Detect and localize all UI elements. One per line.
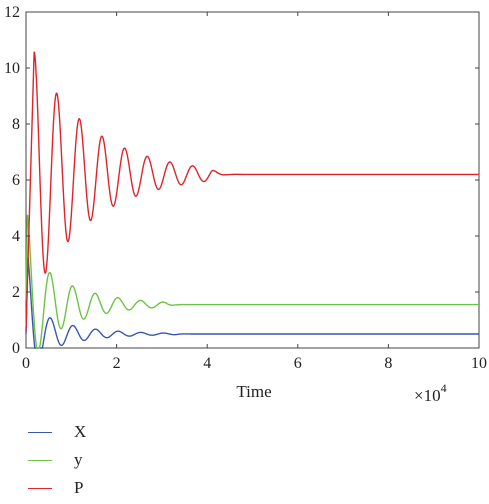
series-line-x [25,256,479,349]
y-tick-label: 0 [12,340,20,357]
y-tick-label: 6 [12,172,20,189]
legend-swatch-x [28,432,52,433]
x-tick-label: 0 [22,355,30,372]
series-line-p [25,51,479,332]
x-tick-label: 6 [294,355,302,372]
x-axis-multiplier-exponent: 4 [441,381,447,395]
x-axis-multiplier: ×104 [414,381,447,405]
legend-label-y: y [74,450,83,469]
x-tick-label: 10 [471,355,487,372]
x-tick-label: 2 [113,355,121,372]
series-line-y [25,214,479,349]
legend-swatch-p [28,488,52,489]
y-tick-label: 10 [4,60,20,77]
legend-swatch-y [28,460,52,461]
x-axis-multiplier-base: ×10 [414,386,441,405]
x-tick-label: 8 [384,355,392,372]
y-tick-label: 12 [4,4,20,21]
y-tick-label: 4 [12,228,20,245]
x-axis-label: Time [236,382,271,401]
y-tick-label: 8 [12,116,20,133]
plot-frame [25,11,480,349]
legend-label-x: X [74,422,87,441]
y-tick-label: 2 [12,284,20,301]
x-tick-label: 4 [203,355,211,372]
legend-label-p: P [74,478,84,497]
plot-area [25,11,480,349]
axis-ticks: 0 2 4 6 8 10 0 2 4 6 8 10 12 [4,4,487,372]
series-layer [25,51,479,349]
